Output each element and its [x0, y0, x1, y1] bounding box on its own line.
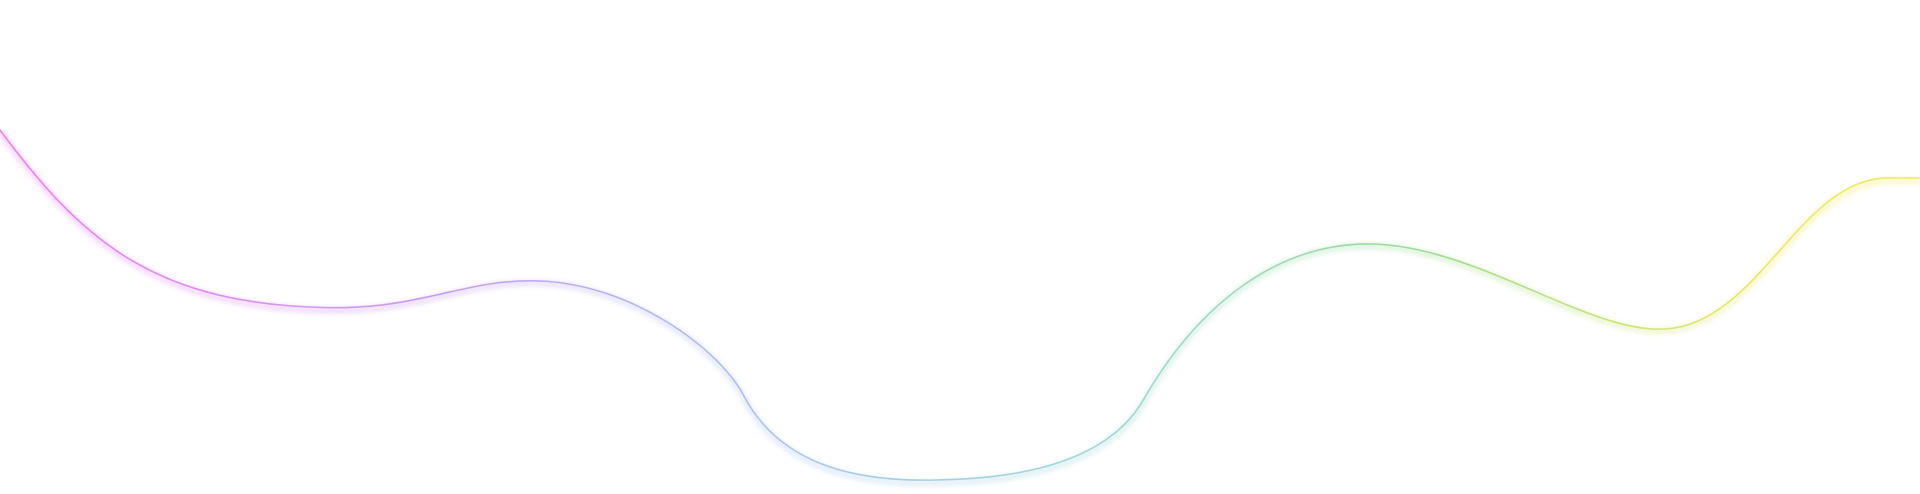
wave-glow	[0, 129, 1920, 487]
wave-line	[0, 129, 1920, 481]
